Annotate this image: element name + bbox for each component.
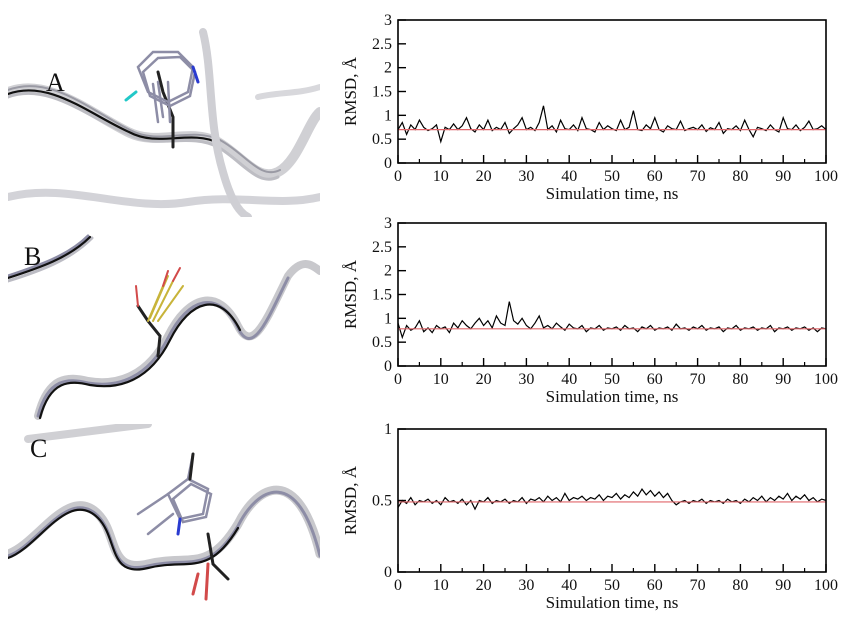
y-tick-label: 0 (384, 155, 392, 172)
structure-image-a (8, 28, 320, 217)
plot-frame (397, 222, 827, 367)
y-tick-label: 2 (384, 60, 392, 77)
y-tick-label: 2 (384, 263, 392, 280)
structure-panel-b: B (8, 226, 320, 421)
x-tick-label: 0 (394, 168, 402, 185)
structure-image-c (8, 424, 320, 601)
x-tick-label: 80 (732, 168, 748, 185)
structure-panel-a: A (8, 22, 320, 217)
x-tick-label: 30 (518, 168, 534, 185)
x-tick-label: 90 (775, 577, 791, 594)
chart-b: 0 10 20 30 40 50 60 70 80 90 100 0 0.5 1 1.5 2 2.5 3 Simul… (341, 215, 838, 406)
x-tick-label: 40 (561, 577, 577, 594)
x-tick-label: 70 (690, 168, 706, 185)
structure-image-b (8, 234, 320, 420)
x-tick-label: 80 (732, 371, 748, 388)
x-tick-label: 100 (814, 371, 838, 388)
plot-frame (397, 19, 827, 164)
panel-letter-a: A (46, 68, 65, 97)
x-tick-label: 100 (814, 168, 838, 185)
plot-frame (397, 428, 827, 573)
y-tick-label: 0 (384, 358, 392, 375)
x-tick-label: 20 (476, 168, 492, 185)
x-tick-label: 100 (814, 577, 838, 594)
y-axis-label: RMSD, Å (341, 56, 360, 126)
x-tick-label: 20 (476, 577, 492, 594)
rmsd-trace (397, 105, 827, 144)
x-tick-label: 60 (647, 168, 663, 185)
y-tick-label: 0.5 (372, 131, 392, 148)
y-tick-label: 2.5 (372, 239, 392, 256)
chart-a: 0 10 20 30 40 50 60 70 80 90 100 0 0.5 1 1.5 2 2.5 3 Simul… (341, 12, 838, 203)
structure-panel-c: C (8, 424, 320, 624)
x-tick-label: 10 (433, 371, 449, 388)
x-tick-label: 80 (732, 577, 748, 594)
x-tick-label: 0 (394, 371, 402, 388)
y-tick-label: 0.5 (372, 334, 392, 351)
x-tick-label: 90 (775, 168, 791, 185)
x-axis-label: Simulation time, ns (546, 184, 679, 203)
x-tick-label: 30 (518, 371, 534, 388)
x-axis-label: Simulation time, ns (546, 387, 679, 406)
x-tick-label: 20 (476, 371, 492, 388)
panel-letter-c: C (30, 434, 48, 463)
x-tick-label: 40 (561, 168, 577, 185)
x-tick-label: 10 (433, 168, 449, 185)
x-tick-label: 60 (647, 371, 663, 388)
x-axis-label: Simulation time, ns (546, 593, 679, 612)
y-tick-label: 1.5 (372, 84, 392, 101)
y-tick-label: 1 (384, 421, 392, 438)
x-tick-label: 50 (604, 371, 620, 388)
x-tick-label: 10 (433, 577, 449, 594)
y-tick-label: 2.5 (372, 36, 392, 53)
x-tick-label: 50 (604, 168, 620, 185)
y-axis-label: RMSD, Å (341, 259, 360, 329)
x-tick-label: 30 (518, 577, 534, 594)
y-tick-label: 1 (384, 107, 392, 124)
rmsd-trace (397, 488, 827, 511)
panel-letter-b: B (24, 242, 42, 271)
x-tick-label: 50 (604, 577, 620, 594)
y-tick-label: 1.5 (372, 287, 392, 304)
y-tick-label: 3 (384, 12, 392, 29)
x-tick-label: 70 (690, 371, 706, 388)
y-axis-label: RMSD, Å (341, 465, 360, 535)
chart-c: 0 10 20 30 40 50 60 70 80 90 100 0 0.5 1 Simulation ti… (341, 421, 838, 612)
y-tick-label: 1 (384, 310, 392, 327)
y-tick-label: 0 (384, 564, 392, 581)
x-tick-label: 70 (690, 577, 706, 594)
x-tick-label: 40 (561, 371, 577, 388)
x-tick-label: 60 (647, 577, 663, 594)
y-tick-label: 3 (384, 215, 392, 232)
rmsd-trace (397, 301, 827, 340)
y-tick-label: 0.5 (372, 493, 392, 510)
x-tick-label: 90 (775, 371, 791, 388)
x-tick-label: 0 (394, 577, 402, 594)
